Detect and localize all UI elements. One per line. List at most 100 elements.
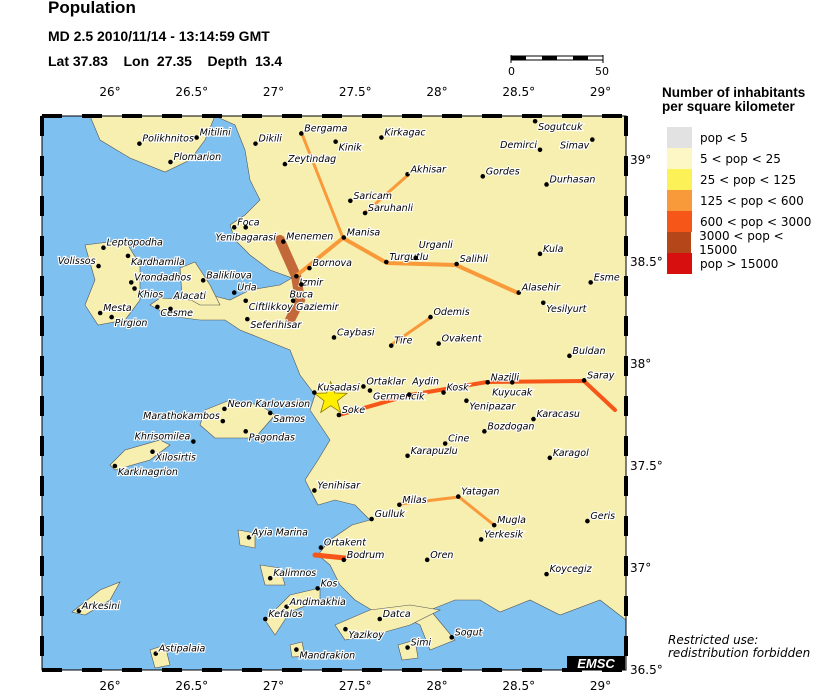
city-label: Balikliova — [206, 270, 252, 281]
city-dot — [294, 647, 299, 652]
city-label: Kardhamila — [131, 257, 185, 268]
city-label: Alacati — [172, 291, 206, 302]
city-label: Yatagan — [461, 487, 499, 498]
frame-segment — [362, 114, 382, 118]
city-label: Kirkagac — [384, 128, 426, 139]
city-label: Arkesini — [81, 601, 120, 612]
frame-segment — [202, 114, 222, 118]
lon-tick-top: 27.5° — [339, 85, 372, 99]
city-dot — [267, 575, 273, 581]
frame-segment — [624, 396, 628, 416]
city-marker: Vrondadhos — [128, 271, 192, 285]
frame-segment — [402, 668, 422, 672]
frame-segment — [624, 636, 628, 656]
frame-segment — [122, 668, 142, 672]
city-marker: Arkesini — [76, 600, 121, 614]
city-dot — [406, 392, 412, 397]
city-dot — [263, 616, 268, 622]
legend-title-line1: Number of inhabitants — [662, 85, 806, 100]
city-marker: Bozdogan — [482, 420, 536, 434]
lat-tick-right: 39° — [630, 153, 651, 167]
city-dot — [220, 418, 226, 424]
city-marker: Karagol — [547, 447, 590, 461]
legend-label: 5 < pop < 25 — [700, 151, 781, 166]
frame-segment — [624, 316, 628, 336]
city-marker: Kinik — [333, 139, 363, 155]
city-marker: Yesilyurt — [540, 300, 589, 316]
city-marker: Polikhnitos — [137, 133, 195, 146]
city-label: Kuyucak — [492, 387, 533, 398]
city-label: Mandrakion — [299, 651, 355, 662]
frame-segment — [522, 668, 542, 672]
lon-tick-bottom: 27° — [263, 679, 284, 693]
frame-segment — [442, 668, 462, 672]
city-dot — [540, 300, 546, 306]
city-label: Bergama — [304, 123, 347, 134]
frame-segment — [624, 236, 628, 256]
city-label: Astipalaia — [158, 644, 206, 655]
city-label: Izmir — [299, 277, 324, 288]
city-marker: Balikliova — [200, 269, 253, 283]
city-label: Sogut — [455, 627, 484, 638]
city-label: Oren — [430, 550, 453, 561]
city-label: Saruhanli — [368, 203, 413, 214]
city-marker: Urla — [231, 282, 258, 295]
usage-notice: Restricted use: redistribution forbidden — [668, 634, 810, 660]
city-dot — [544, 182, 549, 187]
city-label: Yazikoy — [348, 630, 384, 641]
city-label: Turgutlu — [389, 252, 428, 263]
lat-tick-right: 36.5° — [630, 663, 663, 677]
frame-segment — [242, 668, 262, 672]
city-dot — [253, 141, 258, 146]
city-marker: Astipalaia — [153, 643, 207, 656]
city-dot — [132, 286, 137, 291]
city-label: Khrisomilea — [135, 432, 191, 443]
astypalaia-island — [149, 644, 171, 669]
city-dot — [480, 174, 486, 179]
city-marker: Koycegiz — [544, 563, 594, 577]
city-dot — [125, 253, 131, 259]
epicenter-star-icon[interactable] — [313, 380, 349, 414]
city-marker: Tire — [388, 335, 414, 348]
city-label: Caybasi — [337, 327, 375, 338]
city-marker: Mugla — [491, 514, 527, 528]
city-dot — [361, 384, 366, 389]
city-marker: Geris — [585, 510, 616, 524]
frame-segment — [562, 114, 582, 118]
city-label: Gordes — [486, 166, 520, 177]
city-label: Yenihisar — [317, 480, 361, 491]
city-marker: Datca — [377, 608, 412, 622]
scale-bar-graphic — [510, 55, 604, 63]
frame-segment — [40, 476, 44, 496]
frame-segment — [40, 636, 44, 656]
city-marker: Caybasi — [331, 326, 376, 340]
legend-item: 5 < pop < 25 — [667, 148, 781, 169]
city-marker: Foca — [231, 216, 261, 230]
frame-segment — [202, 668, 222, 672]
city-marker: Kefalos — [263, 608, 304, 622]
notice-line2: redistribution forbidden — [668, 646, 811, 660]
city-label: Mesta — [103, 303, 132, 314]
city-marker: Saricam — [348, 190, 393, 204]
city-marker: Menemen — [281, 231, 334, 244]
city-dot — [405, 645, 410, 650]
city-dot — [585, 518, 590, 524]
city-marker: Simi — [405, 636, 433, 650]
lon-tick-top: 26° — [99, 85, 120, 99]
frame-segment — [122, 114, 142, 118]
city-dot — [454, 261, 459, 267]
city-marker: Cine — [442, 432, 471, 446]
city-label: Dikili — [259, 134, 283, 145]
frame-segment — [602, 114, 622, 118]
city-label: Pagondas — [249, 432, 295, 443]
city-marker: Volissos — [57, 255, 101, 269]
city-dot — [478, 537, 484, 542]
city-label: Karacasu — [536, 409, 579, 420]
city-marker: Ortaklar — [361, 375, 407, 389]
city-label: Demirci — [500, 140, 537, 151]
frame-segment — [624, 356, 628, 376]
city-label: Karagol — [553, 448, 589, 459]
axis-ticks: 26° 26° 26.5° 26.5° 27° 27° 27.5° 27.5° 28° 28° 28… — [99, 85, 662, 693]
frame-segment — [402, 114, 422, 118]
